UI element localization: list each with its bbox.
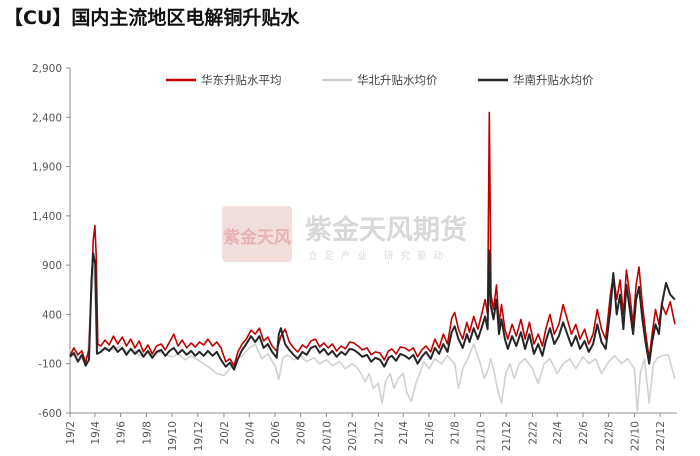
watermark-company-name: 紫金天风期货: [305, 214, 467, 246]
series-line-3: [69, 249, 676, 371]
x-tick-label: 20/12: [347, 421, 359, 451]
x-tick-label: 19/8: [141, 421, 153, 445]
watermark-logo-text: 紫金天风: [223, 227, 291, 248]
x-tick-label: 21/10: [475, 421, 487, 451]
x-tick-label: 22/12: [655, 421, 667, 451]
series-line-1: [69, 111, 676, 367]
y-tick-label: 2,900: [32, 63, 62, 75]
watermark-slogan: 立足产业 研究驱动: [308, 250, 450, 262]
x-tick-label: 19/2: [65, 421, 77, 445]
x-axis: 19/2 19/4 19/6 19/8 19/10 19/12 20/2 20/4 20/6 20…: [65, 412, 677, 451]
legend: 华东升贴水平均 华北升贴水均价 华南升贴水均价: [166, 73, 594, 87]
y-tick-label: 400: [42, 309, 62, 321]
x-tick-label: 21/12: [501, 421, 513, 451]
x-tick-label: 22/2: [527, 421, 539, 445]
x-tick-label: 22/6: [578, 421, 590, 445]
y-tick-label: 2,400: [32, 112, 62, 124]
y-tick-label: 900: [42, 260, 62, 272]
legend-label-1: 华东升贴水平均: [201, 73, 282, 87]
legend-label-3: 华南升贴水均价: [513, 73, 594, 87]
x-tick-label: 20/10: [321, 421, 333, 451]
watermark: 紫金天风 紫金天风期货 立足产业 研究驱动: [222, 206, 467, 262]
x-tick-label: 22/8: [604, 421, 616, 445]
x-tick-label: 19/10: [167, 421, 179, 451]
x-tick-label: 21/6: [424, 421, 436, 445]
x-tick-label: 22/10: [629, 421, 641, 451]
chart-title: 【CU】国内主流地区电解铜升贴水: [4, 7, 300, 29]
series-layer: [69, 111, 676, 412]
x-tick-label: 20/4: [244, 421, 256, 445]
line-chart: 紫金天风 紫金天风期货 立足产业 研究驱动 2,900 2,400 1,900 1,4…: [32, 63, 677, 451]
x-tick-label: 20/8: [296, 421, 308, 445]
x-tick-label: 21/4: [398, 421, 410, 445]
x-tick-label: 22/4: [552, 421, 564, 445]
x-tick-label: 19/6: [116, 421, 128, 445]
y-tick-label: -600: [38, 408, 62, 420]
y-axis: 2,900 2,400 1,900 1,400 900 400 -100 -600: [32, 63, 71, 420]
x-tick-label: 21/2: [373, 421, 385, 445]
series-line-2: [69, 264, 676, 412]
y-tick-label: 1,400: [32, 211, 62, 223]
y-tick-label: -100: [38, 359, 62, 371]
x-tick-label: 20/6: [270, 421, 282, 445]
x-tick-label: 20/2: [219, 421, 231, 445]
x-tick-label: 21/8: [450, 421, 462, 445]
x-tick-label: 19/4: [90, 421, 102, 445]
x-tick-label: 19/12: [193, 421, 205, 451]
watermark-logo: 紫金天风: [222, 206, 292, 262]
legend-label-2: 华北升贴水均价: [357, 73, 438, 87]
y-tick-label: 1,900: [32, 162, 62, 174]
